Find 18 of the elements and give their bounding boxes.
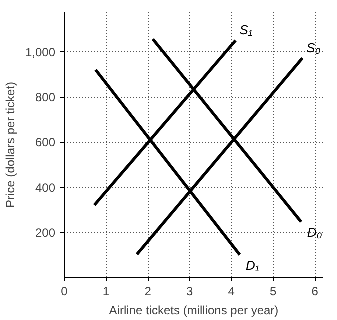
y-tick-label: 600 bbox=[35, 136, 56, 150]
series-label: D₀ bbox=[307, 225, 323, 240]
series-label: S₁ bbox=[240, 22, 253, 38]
x-tick-label: 2 bbox=[144, 284, 152, 298]
x-tick-label: 1 bbox=[102, 284, 110, 298]
y-axis-title: Price (dollars per ticket) bbox=[3, 82, 18, 208]
series-label: S₀ bbox=[306, 40, 322, 56]
x-tick-label: 4 bbox=[228, 284, 236, 298]
y-tick-label: 1,000 bbox=[25, 45, 56, 60]
y-tick-label: 400 bbox=[35, 180, 56, 195]
x-tick-label: 6 bbox=[312, 284, 319, 298]
y-tick-label: 200 bbox=[35, 226, 56, 240]
x-tick-label: 3 bbox=[186, 284, 194, 298]
x-axis-title: Airline tickets (millions per year) bbox=[109, 304, 279, 318]
series-label: D₁ bbox=[246, 258, 260, 273]
y-tick-label: 800 bbox=[35, 90, 56, 105]
x-tick-label: 5 bbox=[270, 284, 278, 298]
x-tick-label: 0 bbox=[61, 284, 68, 298]
